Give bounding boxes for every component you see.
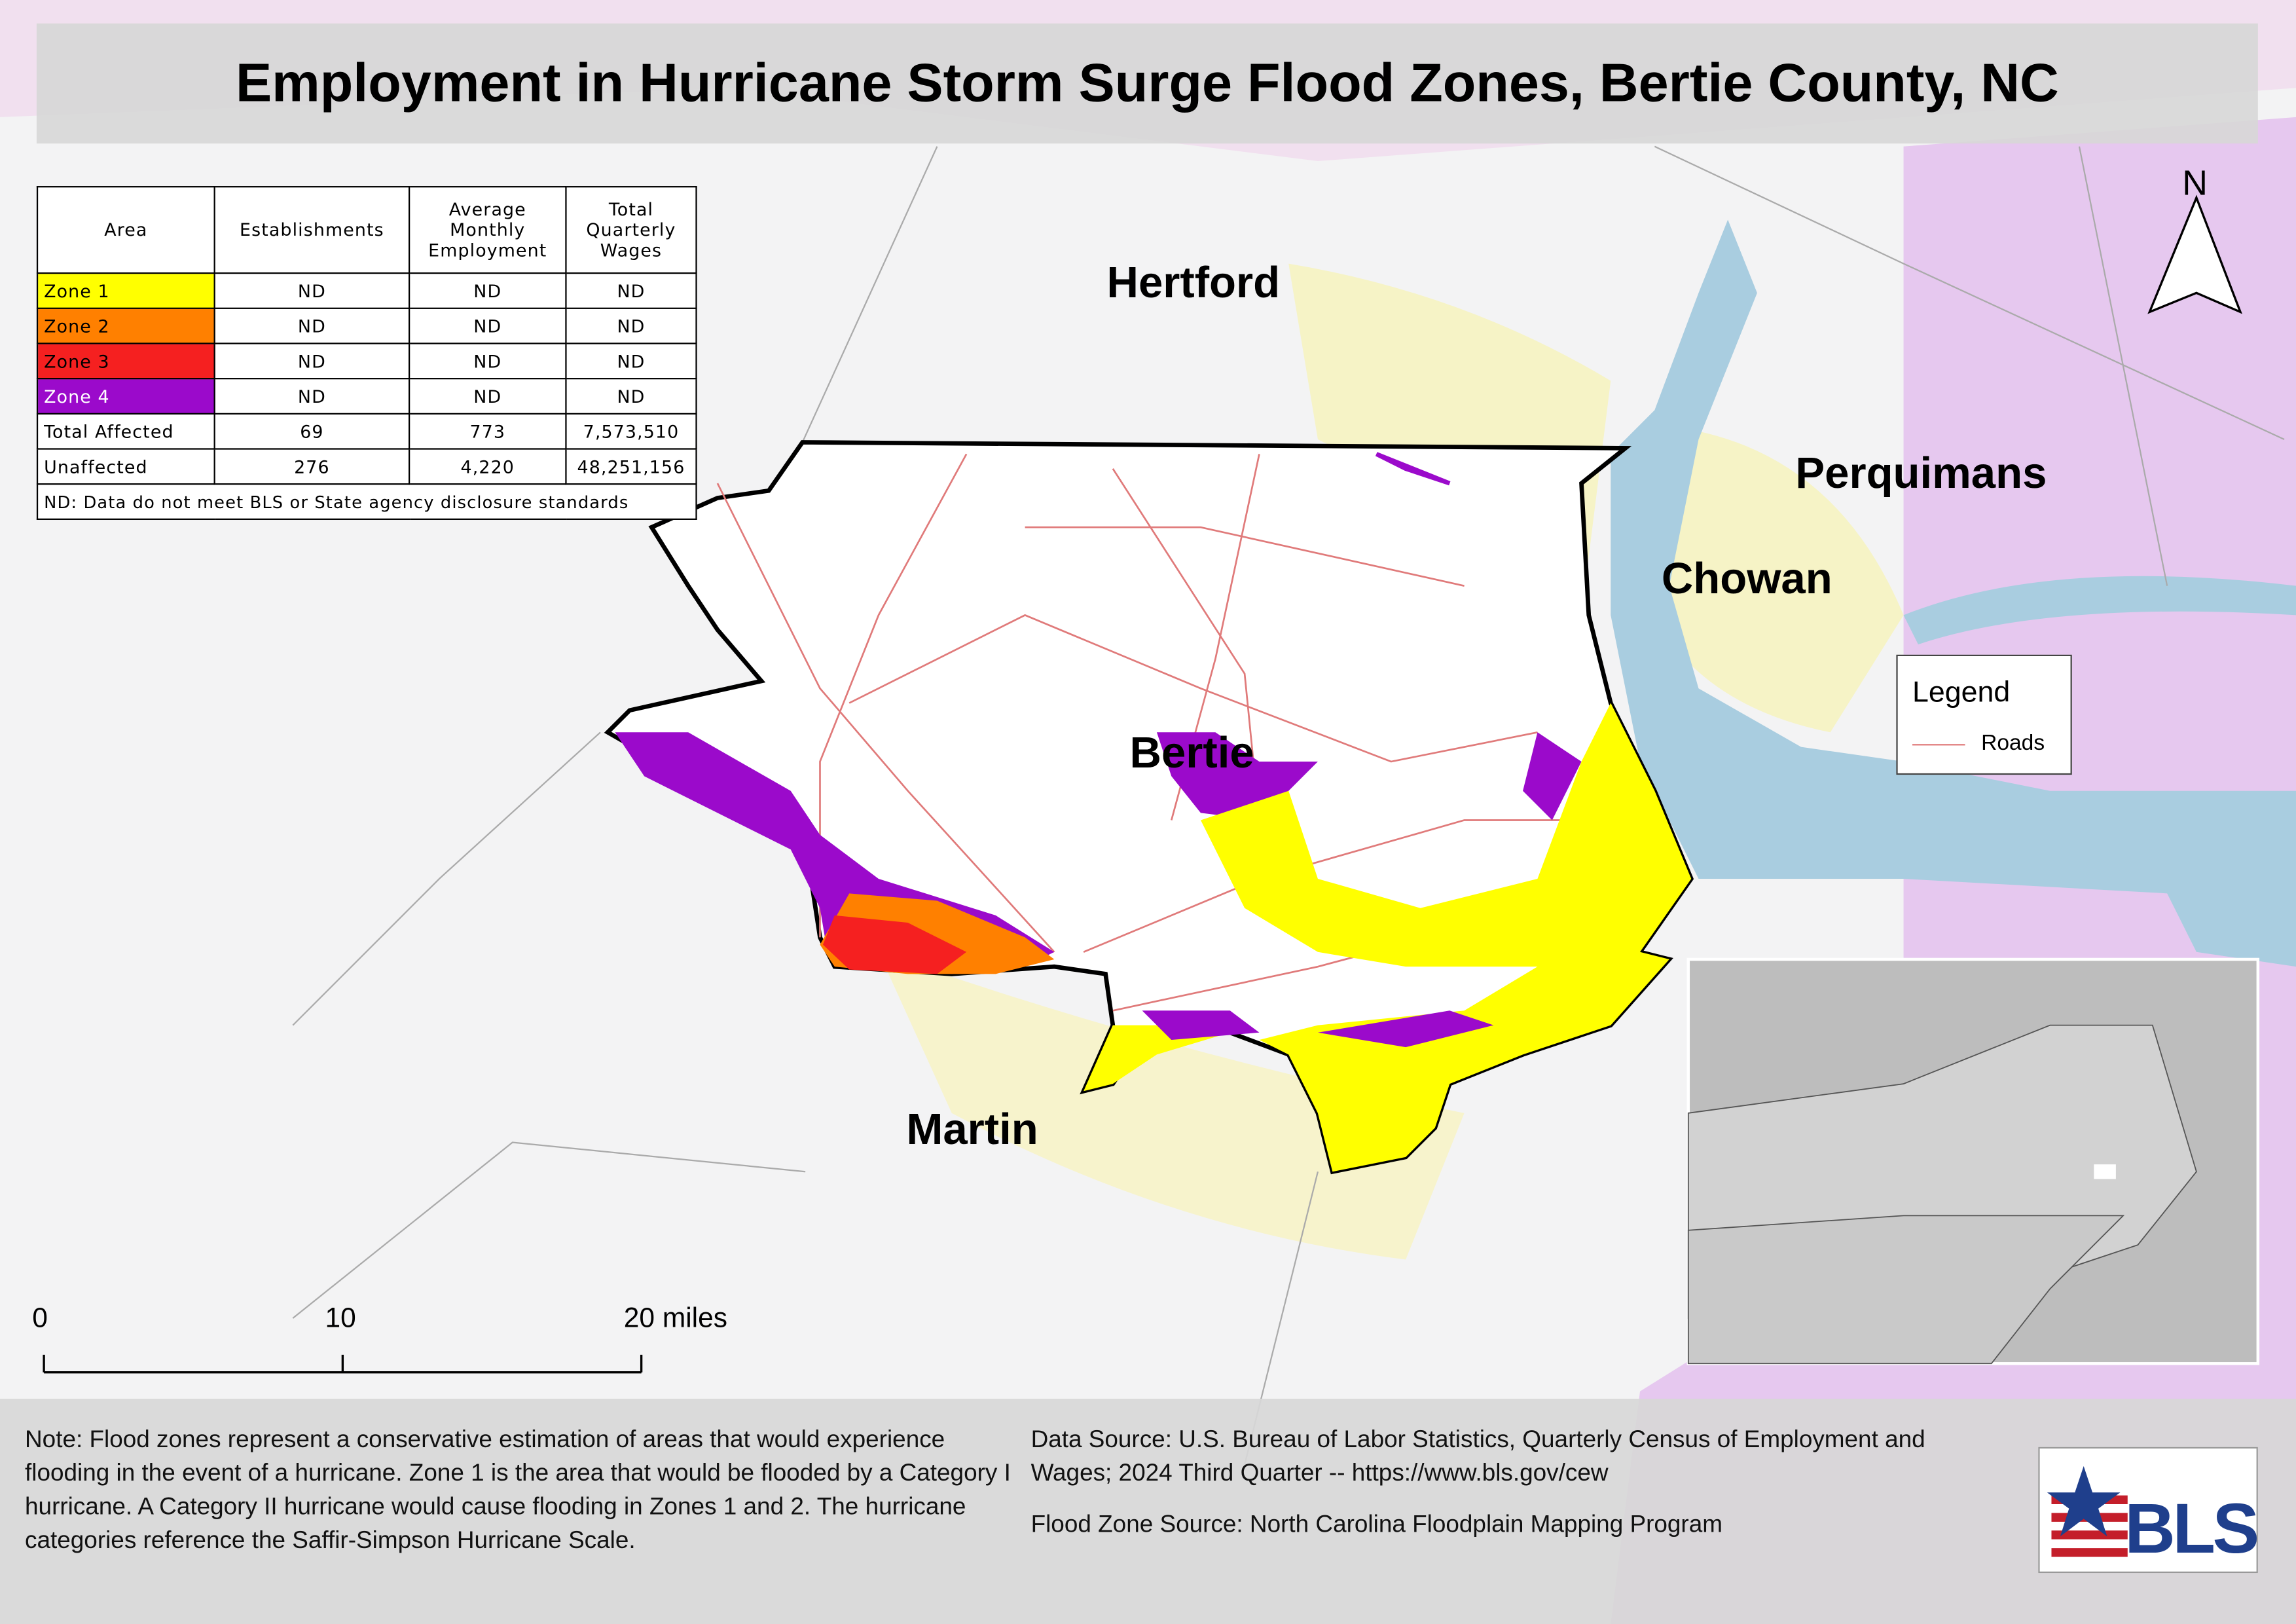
- table-row: Zone 3 ND ND ND: [36, 342, 697, 380]
- legend-title: Legend: [1912, 676, 2011, 709]
- footer: Note: Flood zones represent a conservati…: [0, 1398, 2296, 1624]
- logo-graphic: [2047, 1466, 2128, 1557]
- data-source: Data Source: U.S. Bureau of Labor Statis…: [1030, 1426, 1925, 1487]
- table-cell: ND: [565, 272, 697, 309]
- county-label: Bertie: [1130, 728, 1254, 777]
- table-row: Unaffected 276 4,220 48,251,156: [36, 448, 697, 485]
- flood-zone-4: [1375, 452, 1451, 486]
- table-cell: 773: [409, 413, 567, 450]
- legend-swatch: [1912, 744, 1965, 746]
- county-label: Hertford: [1107, 258, 1281, 307]
- table-cell: 4,220: [409, 448, 567, 485]
- table-row-label: Zone 1: [36, 272, 215, 309]
- north-arrow: N: [2147, 163, 2242, 314]
- table-row-label: Zone 4: [36, 378, 215, 415]
- table-header-row: Area Establishments Average Monthly Employ…: [36, 186, 697, 274]
- flood-zone-source: Flood Zone Source: North Carolina Floodp…: [1030, 1511, 1723, 1538]
- table-cell: 276: [213, 448, 410, 485]
- title: Employment in Hurricane Storm Surge Floo…: [36, 23, 2258, 144]
- table-cell: ND: [213, 378, 410, 415]
- table-cell: 69: [213, 413, 410, 450]
- table-cell: ND: [409, 307, 567, 344]
- legend-item: Roads: [1981, 731, 2045, 756]
- table-row: Total Affected 69 773 7,573,510: [36, 413, 697, 450]
- table-cell: ND: [565, 342, 697, 380]
- north-arrow-shape: [2147, 194, 2242, 314]
- scale-label: 10: [325, 1302, 356, 1333]
- table-row: Zone 2 ND ND ND: [36, 307, 697, 344]
- county-label: Chowan: [1662, 554, 1832, 603]
- floodplain-area: [878, 951, 1465, 1260]
- note: Note: Flood zones represent a conservati…: [25, 1426, 1011, 1555]
- table-cell: 7,573,510: [565, 413, 697, 450]
- logo-text: BLS: [2124, 1490, 2259, 1569]
- table-cell: ND: [213, 307, 410, 344]
- inset-state: [1687, 1215, 2125, 1365]
- table-header-cell: Total Quarterly Wages: [565, 186, 697, 274]
- table-row: Zone 4 ND ND ND: [36, 378, 697, 415]
- table-footnote: ND: Data do not meet BLS or State agency…: [36, 483, 697, 520]
- table-cell: ND: [409, 342, 567, 380]
- floodplain-area: [1639, 424, 1904, 733]
- table-cell: ND: [565, 307, 697, 344]
- table-cell: ND: [409, 272, 567, 309]
- table-cell: ND: [213, 342, 410, 380]
- logo-star: [2047, 1466, 2121, 1537]
- flood-zone-3: [822, 915, 967, 974]
- north-label: N: [2182, 163, 2208, 202]
- table-header-cell: Area: [36, 186, 215, 274]
- scale-bar: [43, 1354, 643, 1374]
- legend: Legend Roads: [1896, 654, 2072, 775]
- table-row-label: Total Affected: [36, 413, 215, 450]
- county-lines: [292, 145, 2285, 1465]
- table-cell: ND: [409, 378, 567, 415]
- table-header-cell: Establishments: [213, 186, 410, 274]
- flood-zone-4: [1142, 732, 1582, 1048]
- county-label: Perquimans: [1795, 449, 2047, 498]
- water: [1903, 576, 2296, 645]
- table-row: Zone 1 ND ND ND: [36, 272, 697, 309]
- table-cell: 48,251,156: [565, 448, 697, 485]
- flood-zone-1: [1084, 1025, 1230, 1092]
- table-row-label: Unaffected: [36, 448, 215, 485]
- table-row-label: Zone 3: [36, 342, 215, 380]
- flood-zone-1: [1201, 703, 1692, 1172]
- county-label: Martin: [906, 1105, 1038, 1154]
- scale-label: 20 miles: [624, 1302, 727, 1333]
- table-cell: ND: [565, 378, 697, 415]
- scale-label: 0: [32, 1302, 48, 1333]
- bls-logo: BLS: [2038, 1447, 2259, 1574]
- inset-map: [1686, 957, 2260, 1365]
- table-cell: ND: [213, 272, 410, 309]
- employment-table: Area Establishments Average Monthly Employ…: [36, 186, 697, 520]
- table-row-label: Zone 2: [36, 307, 215, 344]
- table-header-cell: Average Monthly Employment: [409, 186, 567, 274]
- table-footnote-row: ND: Data do not meet BLS or State agency…: [36, 483, 697, 520]
- inset-county-highlight: [2094, 1164, 2116, 1179]
- water: [1611, 219, 2296, 967]
